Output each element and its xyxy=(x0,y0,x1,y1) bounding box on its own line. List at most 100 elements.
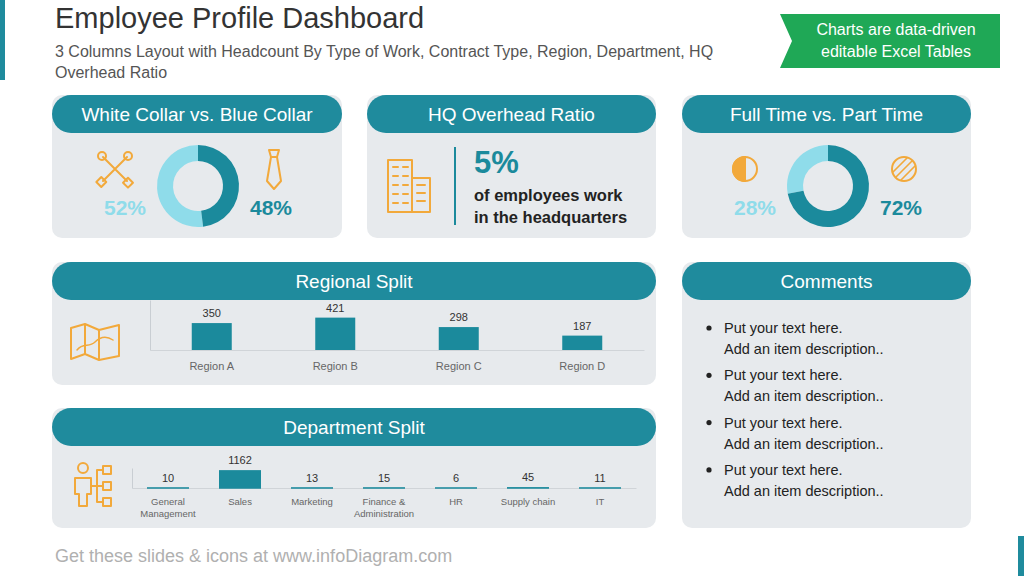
bar-base xyxy=(363,487,405,489)
panel: Full Time vs. Part Time xyxy=(682,95,971,238)
tick-label: HR xyxy=(449,496,463,507)
icon xyxy=(71,324,119,360)
bullet xyxy=(706,373,711,378)
axis-line xyxy=(151,350,645,351)
accent xyxy=(1018,536,1024,576)
comment-text: Put your text here. xyxy=(724,320,842,336)
slice xyxy=(198,145,239,227)
slice xyxy=(787,145,828,194)
tick-label: Finance &Administration xyxy=(354,496,414,519)
tick: Region C xyxy=(436,360,482,372)
axis-line xyxy=(150,301,151,351)
comment-text: Put your text here. xyxy=(724,367,842,383)
tick: Sales xyxy=(228,496,252,507)
annotation: in the headquarters xyxy=(474,208,627,226)
kpi-value: 5% xyxy=(474,145,519,180)
icon-part xyxy=(96,177,106,187)
bars xyxy=(147,470,621,488)
tick: Region B xyxy=(313,360,358,372)
panel-title: Comments xyxy=(781,271,873,292)
bullet xyxy=(706,420,711,425)
footer: Get these slides & icons at www.infoDiag… xyxy=(55,546,452,567)
panel-bg xyxy=(367,95,656,238)
data-label: 187 xyxy=(573,320,591,332)
tick-label: Sales xyxy=(228,496,252,507)
tick: Finance &Administration xyxy=(354,496,414,519)
divider xyxy=(454,147,456,225)
bar xyxy=(435,487,477,488)
bullet xyxy=(706,467,711,472)
icon-part xyxy=(98,152,106,160)
tick-label: Supply chain xyxy=(501,496,555,507)
icon-part xyxy=(77,337,113,350)
data-label: 72% xyxy=(880,196,922,219)
accent xyxy=(0,0,5,80)
badge: Charts are data-driven editable Excel Ta… xyxy=(796,19,996,63)
data-labels: 350421298187 xyxy=(203,302,592,332)
icon xyxy=(733,157,757,181)
slice xyxy=(157,145,203,227)
axis-line xyxy=(132,469,133,489)
panel-header xyxy=(682,262,971,300)
tick-label: Marketing xyxy=(291,496,333,507)
tick-label: Region C xyxy=(436,360,482,372)
annotation: of employees work xyxy=(474,186,623,204)
tick: HR xyxy=(449,496,463,507)
bar xyxy=(147,487,189,488)
title: Employee Profile Dashboard xyxy=(55,2,424,35)
tick-label-line: Management xyxy=(140,508,196,519)
data-label: 48% xyxy=(250,196,292,219)
data-label: 45 xyxy=(522,471,534,483)
tick-label-line: Administration xyxy=(354,508,414,519)
panel-title: Regional Split xyxy=(295,271,413,292)
bar xyxy=(579,487,621,488)
canvas: White Collar vs. Blue Collar52%48%HQ Ove… xyxy=(0,0,1024,576)
axis-line xyxy=(133,488,637,489)
tick: GeneralManagement xyxy=(140,496,196,519)
panel: White Collar vs. Blue Collar xyxy=(52,95,342,238)
panel-header xyxy=(52,408,656,446)
comment-description: Add an item description.. xyxy=(724,436,884,452)
tick: Region D xyxy=(559,360,605,372)
panel-title: Department Split xyxy=(283,417,425,438)
tick-label-line: Finance & xyxy=(363,496,406,507)
x-axis: GeneralManagement Sales Marketing Finance &… xyxy=(133,489,637,519)
icon xyxy=(75,463,111,506)
icon-part xyxy=(733,157,745,181)
data-label: 6 xyxy=(453,472,459,484)
donut xyxy=(787,145,869,227)
bullet xyxy=(706,325,711,330)
slice xyxy=(788,145,869,227)
icon-part xyxy=(78,463,88,473)
comment-description: Add an item description.. xyxy=(724,341,884,357)
icon-part xyxy=(393,167,425,203)
tick-label-line: General xyxy=(151,496,185,507)
y-axis xyxy=(150,301,151,351)
icon-part xyxy=(267,150,281,189)
tick: Supply chain xyxy=(501,496,555,507)
bar xyxy=(315,318,355,350)
bars xyxy=(192,318,603,350)
bar-base xyxy=(507,487,549,489)
data-label: 13 xyxy=(306,472,318,484)
comment-text: Put your text here. xyxy=(724,462,842,478)
bar xyxy=(291,487,333,488)
panel-bg xyxy=(52,95,342,238)
panel-bg xyxy=(52,408,656,528)
tick-label: Region B xyxy=(313,360,358,372)
icon-part xyxy=(124,152,132,160)
data-label: 298 xyxy=(450,311,468,323)
panel-bg xyxy=(52,262,656,385)
data-label: 10 xyxy=(162,472,174,484)
data-label: 11 xyxy=(594,472,605,484)
bar xyxy=(192,323,232,350)
x-axis: Region A Region B Region C Region D xyxy=(151,351,645,372)
tick-label: Region A xyxy=(189,360,234,372)
icon-part xyxy=(123,178,133,188)
data-label: 28% xyxy=(734,196,776,219)
data-label: 15 xyxy=(378,472,390,484)
panel-title: White Collar vs. Blue Collar xyxy=(81,104,313,125)
bar xyxy=(562,336,602,350)
tick: Region A xyxy=(189,360,234,372)
icon-part xyxy=(892,157,916,181)
